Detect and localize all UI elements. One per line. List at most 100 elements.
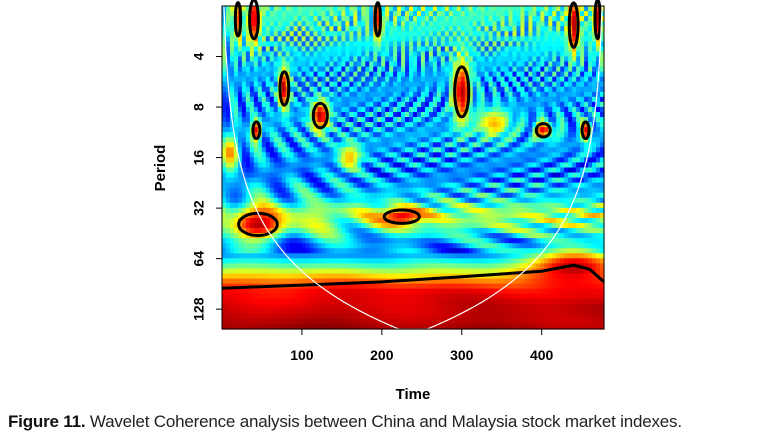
heatmap-cell <box>564 127 569 133</box>
heatmap-cell <box>572 36 577 42</box>
heatmap-cell <box>536 192 541 199</box>
heatmap-cell <box>325 61 331 68</box>
heatmap-cell <box>285 217 291 224</box>
heatmap-cell <box>329 6 335 12</box>
heatmap-cell <box>568 142 573 148</box>
heatmap-cell <box>393 101 398 108</box>
heatmap-cell <box>588 81 593 88</box>
heatmap-cell <box>341 172 346 179</box>
heatmap-cell <box>552 81 557 88</box>
heatmap-cell <box>277 233 283 239</box>
heatmap-cell <box>237 127 243 133</box>
heatmap-cell <box>468 223 474 229</box>
heatmap-cell <box>321 152 327 159</box>
heatmap-cell <box>552 36 557 42</box>
heatmap-cell <box>600 233 605 239</box>
heatmap-cell <box>448 243 454 249</box>
heatmap-cell <box>596 41 601 47</box>
heatmap-cell <box>345 111 350 118</box>
heatmap-cell <box>508 243 514 249</box>
heatmap-cell <box>317 66 323 73</box>
heatmap-cell <box>401 81 406 88</box>
heatmap-cell <box>333 157 338 164</box>
heatmap-cell <box>568 167 573 174</box>
heatmap-cell <box>508 91 514 98</box>
heatmap-cell <box>222 86 227 93</box>
heatmap-cell <box>436 117 442 123</box>
heatmap-cell <box>225 192 231 199</box>
heatmap-cell <box>504 31 510 37</box>
heatmap-cell <box>508 238 514 244</box>
heatmap-cell <box>576 157 581 164</box>
heatmap-cell <box>576 132 581 138</box>
heatmap-cell <box>536 101 541 108</box>
heatmap-cell <box>416 228 422 234</box>
heatmap-cell <box>229 238 235 244</box>
heatmap-cell <box>301 142 307 148</box>
heatmap-cell <box>261 217 267 224</box>
heatmap-cell <box>492 142 498 148</box>
heatmap-cell <box>552 162 557 169</box>
heatmap-cell <box>265 122 271 128</box>
heatmap-cell <box>444 152 450 159</box>
heatmap-cell <box>488 182 494 189</box>
heatmap-cell <box>341 147 346 153</box>
heatmap-cell <box>560 86 565 93</box>
heatmap-cell <box>516 127 522 133</box>
heatmap-cell <box>544 81 549 88</box>
heatmap-cell <box>381 16 386 22</box>
heatmap-cell <box>560 6 565 12</box>
heatmap-cell <box>365 202 370 209</box>
heatmap-cell <box>452 187 458 194</box>
heatmap-cell <box>512 127 518 133</box>
heatmap-cell <box>341 217 346 224</box>
heatmap-cell <box>329 162 335 169</box>
heatmap-cell <box>229 197 235 204</box>
heatmap-cell <box>381 31 386 37</box>
heatmap-cell <box>357 61 362 68</box>
heatmap-cell <box>432 212 438 219</box>
heatmap-cell <box>456 132 462 138</box>
heatmap-cell <box>273 66 279 73</box>
heatmap-cell <box>257 243 263 249</box>
heatmap-cell <box>476 172 482 179</box>
heatmap-cell <box>393 26 398 32</box>
heatmap-cell <box>337 96 342 103</box>
heatmap-cell <box>432 172 438 179</box>
heatmap-cell <box>484 86 490 93</box>
heatmap-cell <box>293 167 299 174</box>
heatmap-cell <box>588 258 593 264</box>
heatmap-cell <box>416 167 422 174</box>
heatmap-cell <box>516 253 522 259</box>
heatmap-cell <box>552 6 557 12</box>
heatmap-cell <box>361 182 366 189</box>
heatmap-cell <box>309 86 315 93</box>
heatmap-cell <box>341 177 346 184</box>
heatmap-cell <box>257 91 263 98</box>
heatmap-cell <box>552 61 557 68</box>
heatmap-cell <box>253 66 259 73</box>
heatmap-cell <box>596 248 601 254</box>
heatmap-cell <box>313 152 319 159</box>
heatmap-cell <box>500 11 506 17</box>
heatmap-cell <box>281 228 287 234</box>
heatmap-cell <box>253 41 259 47</box>
heatmap-cell <box>273 162 279 169</box>
heatmap-cell <box>440 31 446 37</box>
heatmap-cell <box>249 86 255 93</box>
heatmap-cell <box>556 111 561 118</box>
heatmap-cell <box>273 207 279 214</box>
heatmap-cell <box>448 122 454 128</box>
heatmap-cell <box>472 11 478 17</box>
heatmap-cell <box>325 228 331 234</box>
heatmap-cell <box>409 11 414 17</box>
heatmap-cell <box>305 217 311 224</box>
heatmap-cell <box>265 192 271 199</box>
heatmap-cell <box>253 76 259 83</box>
heatmap-cell <box>309 21 315 27</box>
heatmap-cell <box>556 197 561 204</box>
heatmap-cell <box>508 66 514 73</box>
heatmap-cell <box>397 11 402 17</box>
heatmap-cell <box>385 253 390 259</box>
heatmap-cell <box>277 212 283 219</box>
